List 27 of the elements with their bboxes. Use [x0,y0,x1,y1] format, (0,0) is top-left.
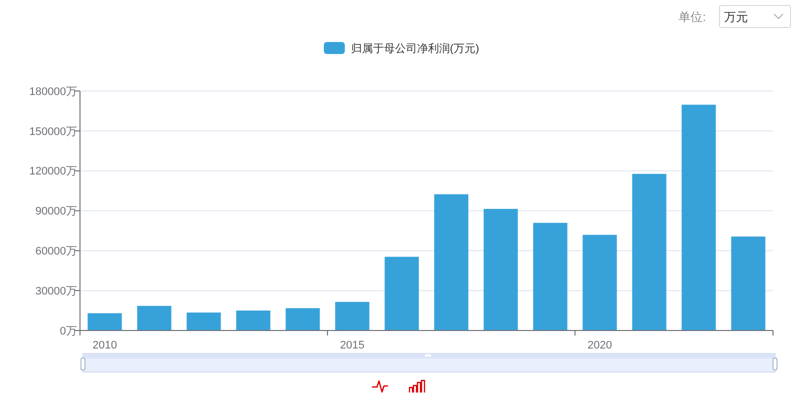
bar [236,310,270,330]
y-tick-label: 180000万 [29,86,77,98]
y-tick-label: 30000万 [35,285,77,298]
bar [335,302,370,330]
bar [384,256,419,330]
bar [682,104,716,330]
bar [632,174,666,330]
x-tick-label: 2015 [340,339,364,352]
bar [533,222,568,330]
x-tick-label: 2010 [92,339,117,352]
bar [186,312,221,330]
bar [137,306,172,330]
bar [286,308,320,330]
legend-label: 归属于母公司净利润(万元) [350,42,480,55]
x-tick-label: 2020 [588,339,612,352]
y-tick-label: 90000万 [35,206,77,218]
y-tick-label: 150000万 [29,126,77,138]
y-tick-label: 60000万 [35,246,77,258]
y-tick-label: 0万 [60,325,77,338]
bar [434,194,468,330]
text: 单位: [678,10,706,24]
bar [88,313,122,330]
bar [731,236,766,330]
bar [484,208,518,330]
dropdown-field: 万元 [719,5,791,28]
bar [582,234,617,330]
y-tick-label: 120000万 [29,166,77,178]
